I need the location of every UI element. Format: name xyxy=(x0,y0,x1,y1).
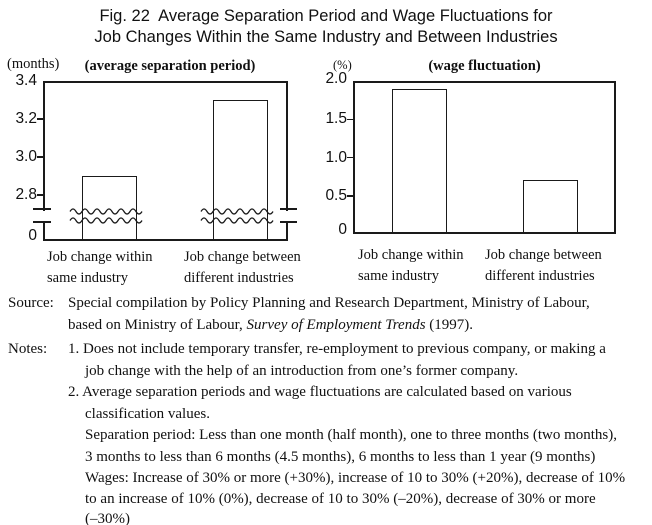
y-tick-label: 0 xyxy=(28,227,37,244)
note-line: Separation period: Less than one month (… xyxy=(85,427,617,443)
axis-break-dash xyxy=(280,208,297,210)
axis-break-gap xyxy=(42,210,47,221)
y-axis-unit-percent: (%) xyxy=(333,58,352,72)
chart-title-separation: (average separation period) xyxy=(84,58,256,74)
note-line: 3 months to less than 6 months (4.5 mont… xyxy=(85,449,596,465)
note-line: classification values. xyxy=(85,406,210,422)
axis-break-wave-icon xyxy=(200,208,274,224)
y-tick-label: 1.5 xyxy=(325,110,347,127)
y-tick-label: 2.0 xyxy=(325,70,347,87)
figure-title-line1: Fig. 22 Average Separation Period and Wa… xyxy=(99,7,553,25)
note-line: to an increase of 10% (0%), decrease of … xyxy=(85,491,596,507)
note-line: 1. Does not include temporary transfer, … xyxy=(68,341,606,357)
source-line: Special compilation by Policy Planning a… xyxy=(68,295,590,311)
y-tick xyxy=(346,195,353,197)
source-label: Source: xyxy=(8,295,54,311)
figure-title-line2: Job Changes Within the Same Industry and… xyxy=(94,28,558,46)
y-tick xyxy=(37,118,44,120)
note-line: job change with the help of an introduct… xyxy=(85,363,519,379)
note-line: Wages: Increase of 30% or more (+30%), i… xyxy=(85,470,626,486)
axis-break-dash xyxy=(33,208,51,210)
chart-title-wage: (wage fluctuation) xyxy=(428,58,541,74)
y-tick xyxy=(346,118,353,121)
category-label-between: Job change between different industries xyxy=(184,249,301,286)
bar-between-industries-wage xyxy=(522,180,578,234)
axis-break-wave-icon xyxy=(69,208,143,224)
category-label-within: Job change within same industry xyxy=(358,247,464,284)
bar-within-industry-wage xyxy=(391,88,447,234)
plot-area-separation xyxy=(43,81,288,241)
source-publication-italic: Survey of Employment Trends xyxy=(246,317,426,333)
plot-area-wage xyxy=(353,81,616,234)
y-tick xyxy=(346,156,353,159)
axis-break-dash xyxy=(280,221,297,223)
y-tick-label: 0.5 xyxy=(325,187,347,204)
y-tick-label: 3.0 xyxy=(15,148,37,165)
category-label-between: Job change between different industries xyxy=(485,247,602,284)
note-line: 2. Average separation periods and wage f… xyxy=(68,384,572,400)
y-tick xyxy=(37,156,44,158)
axis-break-gap xyxy=(285,210,290,221)
note-line: (–30%) xyxy=(85,511,130,525)
y-tick-label: 0 xyxy=(338,221,347,238)
y-tick-label: 3.2 xyxy=(15,110,37,127)
category-label-within: Job change within same industry xyxy=(47,249,153,286)
notes-label: Notes: xyxy=(8,341,48,357)
y-axis-unit-months: (months) xyxy=(7,56,60,72)
source-line: based on Ministry of Labour, Survey of E… xyxy=(68,317,474,333)
y-tick xyxy=(37,194,44,196)
y-tick-label: 2.8 xyxy=(15,186,37,203)
y-tick-label: 1.0 xyxy=(325,148,347,166)
axis-break-dash xyxy=(33,221,51,223)
y-tick-label: 3.4 xyxy=(15,72,37,89)
